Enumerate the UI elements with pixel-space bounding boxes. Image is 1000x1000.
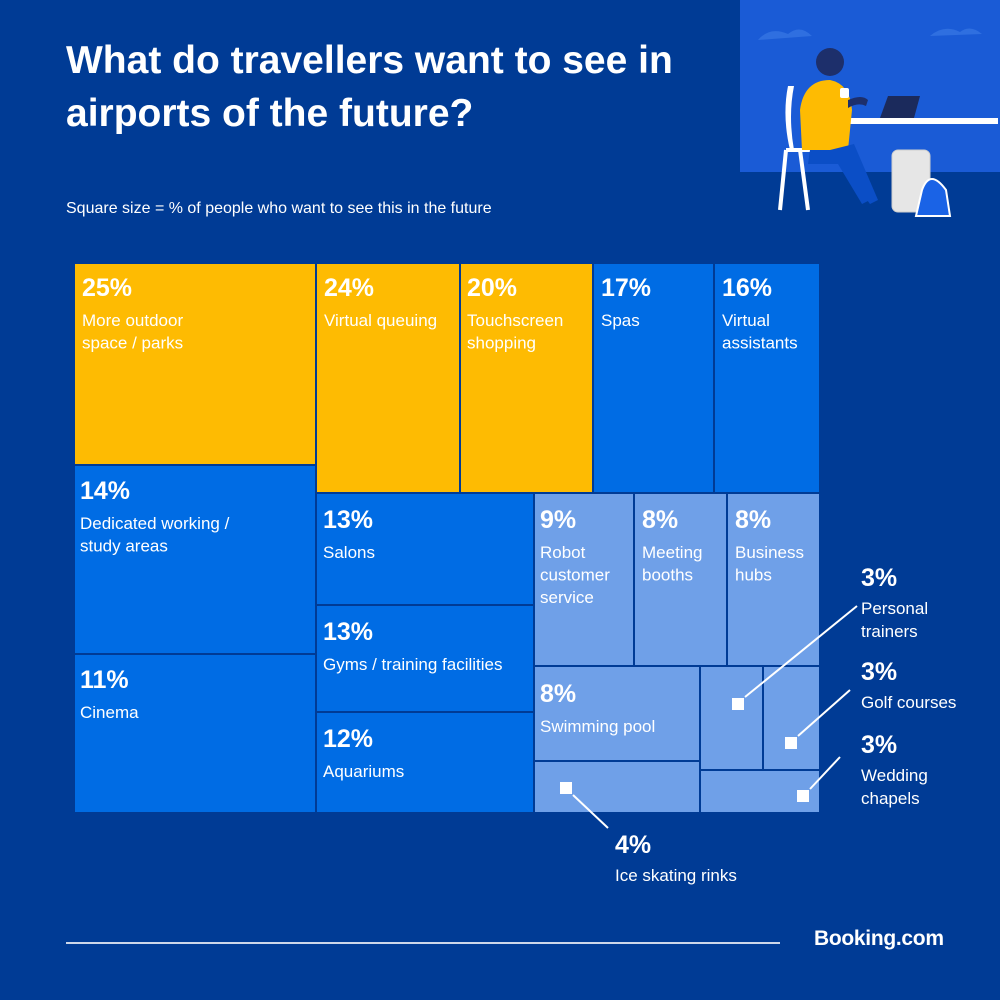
- cloud-icon: [930, 28, 982, 36]
- cell-value-label: 14%: [80, 477, 130, 505]
- treemap-cell: [592, 262, 715, 494]
- cell-category-label: shopping: [467, 334, 536, 353]
- cell-category-label: study areas: [80, 537, 168, 556]
- cell-value-label: 13%: [323, 618, 373, 646]
- cell-category-label: Meeting: [642, 543, 702, 562]
- cell-category-label: Salons: [323, 543, 375, 562]
- chair: [785, 86, 794, 150]
- treemap-cell: [633, 492, 728, 667]
- brand-logo: Booking.com: [814, 927, 944, 950]
- treemap-cell: [533, 760, 701, 814]
- callout-marker: [797, 790, 809, 802]
- cell-category-label: Business: [735, 543, 804, 562]
- cell-value-label: 8%: [735, 506, 771, 534]
- cell-category-label: Virtual queuing: [324, 311, 437, 330]
- callout-leader-line: [809, 756, 841, 790]
- treemap-cell: [73, 653, 317, 814]
- callout-value-label: 4%: [615, 831, 651, 859]
- cell-category-label: Cinema: [80, 703, 139, 722]
- cell-category-label: assistants: [722, 334, 798, 353]
- traveller-illustration: [758, 28, 998, 217]
- laptop-icon: [880, 96, 920, 118]
- traveller-head: [816, 48, 844, 76]
- treemap-cell: [315, 492, 535, 606]
- traveller-dress: [800, 80, 852, 150]
- treemap-cell: [726, 492, 821, 667]
- cup-icon: [840, 88, 849, 98]
- callout-category-label: Wedding: [861, 766, 928, 785]
- cell-value-label: 16%: [722, 274, 772, 302]
- cell-value-label: 13%: [323, 506, 373, 534]
- cell-category-label: Touchscreen: [467, 311, 563, 330]
- cell-category-label: Robot: [540, 543, 586, 562]
- treemap-cell: [533, 492, 635, 667]
- cell-value-label: 20%: [467, 274, 517, 302]
- cell-value-label: 8%: [642, 506, 678, 534]
- cell-category-label: Virtual: [722, 311, 770, 330]
- treemap-cell: [762, 665, 821, 771]
- cell-category-label: booths: [642, 566, 693, 585]
- callout-category-label: Golf courses: [861, 693, 956, 712]
- cell-category-label: space / parks: [82, 334, 183, 353]
- callout-value-label: 3%: [861, 658, 897, 686]
- callout-category-label: chapels: [861, 789, 920, 808]
- hero-panel: [740, 0, 1000, 172]
- treemap-cell: [73, 464, 317, 655]
- cell-value-label: 11%: [80, 666, 129, 694]
- treemap-cell: [713, 262, 821, 494]
- cell-value-label: 8%: [540, 680, 576, 708]
- chart-title: What do travellers want to see in airpor…: [66, 39, 673, 136]
- cell-value-label: 9%: [540, 506, 576, 534]
- callout-leader-line: [797, 689, 851, 737]
- callout-leader-line: [572, 794, 609, 829]
- treemap-cell: [315, 262, 461, 494]
- cell-category-label: Gyms / training facilities: [323, 655, 503, 674]
- desk: [848, 118, 998, 124]
- callout-category-label: Ice skating rinks: [615, 866, 737, 885]
- bag-icon: [914, 178, 952, 217]
- cell-category-label: customer: [540, 566, 610, 585]
- cell-value-label: 25%: [82, 274, 132, 302]
- footer-divider: [66, 942, 780, 944]
- cell-category-label: Aquariums: [323, 762, 404, 781]
- callout-category-label: Personal: [861, 599, 928, 618]
- cell-category-label: More outdoor: [82, 311, 183, 330]
- cell-category-label: hubs: [735, 566, 772, 585]
- cell-category-label: Dedicated working /: [80, 514, 230, 533]
- callout-value-label: 3%: [861, 564, 897, 592]
- cell-value-label: 17%: [601, 274, 651, 302]
- callout-marker: [560, 782, 572, 794]
- cell-value-label: 12%: [323, 725, 373, 753]
- callout-leader-line: [744, 605, 858, 698]
- callout-marker: [785, 737, 797, 749]
- cell-value-label: 24%: [324, 274, 374, 302]
- callout-value-label: 3%: [861, 731, 897, 759]
- treemap-cell: [699, 665, 764, 771]
- cell-category-label: Spas: [601, 311, 640, 330]
- cell-category-label: service: [540, 588, 594, 607]
- cloud-icon: [758, 29, 812, 40]
- callout-category-label: trainers: [861, 622, 918, 641]
- callout-marker: [732, 698, 744, 710]
- treemap-cell: [315, 711, 535, 814]
- chart-subtitle: Square size = % of people who want to se…: [66, 200, 492, 217]
- cell-category-label: Swimming pool: [540, 717, 655, 736]
